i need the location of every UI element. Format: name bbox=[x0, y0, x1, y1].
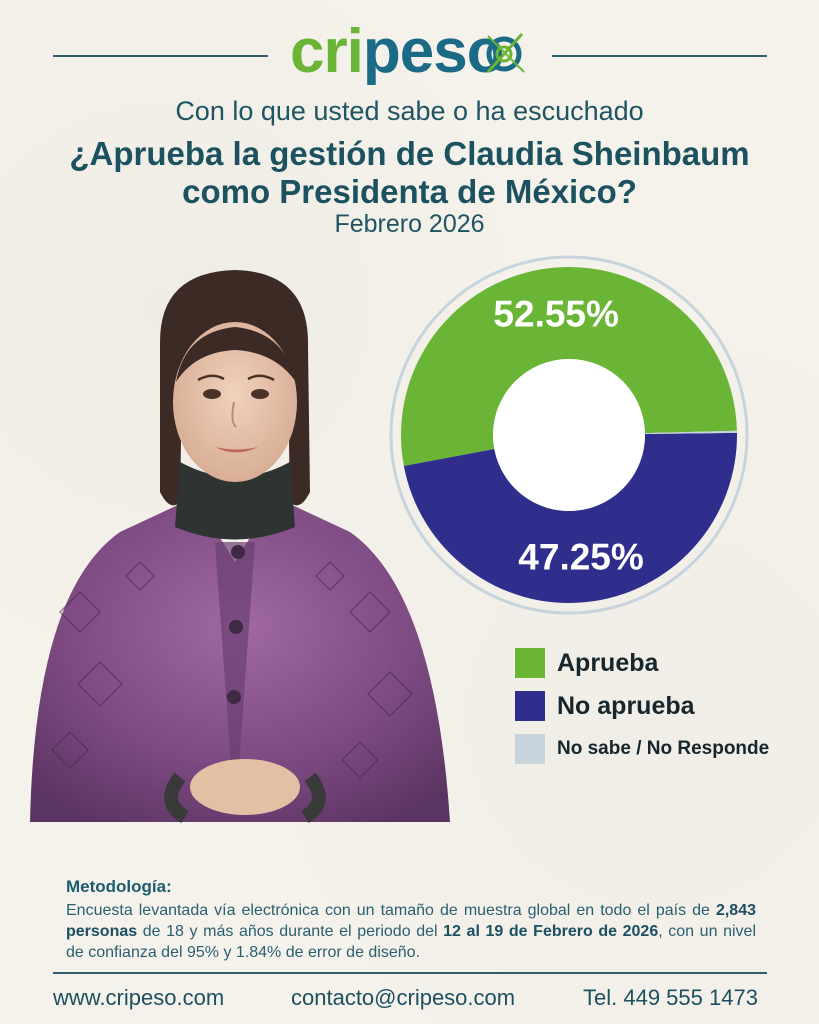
legend-label-aprueba: Aprueba bbox=[557, 648, 659, 677]
methodology-sample-size: 2,843 personas bbox=[66, 902, 756, 940]
survey-date: Febrero 2026 bbox=[334, 210, 485, 238]
cripeso-logo: cripeso bbox=[290, 16, 530, 88]
methodology-period: 12 al 19 de Febrero de 2026 bbox=[443, 923, 659, 940]
logo-wordmark: cripeso bbox=[290, 16, 505, 87]
legend-swatch-no-aprueba bbox=[515, 691, 545, 721]
methodology-text: Encuesta levantada vía electrónica con u… bbox=[66, 900, 756, 963]
donut-label-aprueba: 52.55% bbox=[493, 294, 618, 335]
legend-swatch-no-sabe bbox=[515, 734, 545, 764]
legend-item-aprueba: Aprueba bbox=[515, 648, 658, 678]
header-rule-right bbox=[552, 55, 767, 57]
survey-subtitle: Con lo que usted sabe o ha escuchado bbox=[175, 96, 644, 126]
question-line-1: ¿Aprueba la gestión de Claudia Sheinbaum bbox=[69, 135, 750, 172]
header-rule-left bbox=[53, 55, 268, 57]
question-line-2: como Presidenta de México? bbox=[182, 173, 637, 210]
footer-website-link[interactable]: www.cripeso.com bbox=[53, 985, 225, 1010]
legend-swatch-aprueba bbox=[515, 648, 545, 678]
footer-phone: Tel. 449 555 1473 bbox=[583, 985, 758, 1010]
legend-item-no-aprueba: No aprueba bbox=[515, 691, 695, 721]
footer-email-link[interactable]: contacto@cripeso.com bbox=[291, 985, 516, 1010]
legend-label-no-aprueba: No aprueba bbox=[557, 691, 695, 720]
footer-rule bbox=[53, 972, 767, 974]
methodology-text-part: Encuesta levantada vía electrónica con u… bbox=[66, 902, 716, 919]
donut-slice-no-aprueba bbox=[403, 432, 737, 603]
methodology-text-part: , con un nivel de confianza del 95% y 1.… bbox=[66, 923, 756, 961]
donut-slice-aprueba bbox=[400, 266, 737, 466]
survey-question: ¿Aprueba la gestión de Claudia Sheinbaum… bbox=[0, 135, 819, 211]
target-icon bbox=[486, 32, 525, 74]
legend-label-no-sabe: No sabe / No Responde bbox=[557, 738, 770, 759]
donut-outer-ring bbox=[389, 255, 749, 615]
portrait-illustration bbox=[30, 270, 450, 824]
logo-part-pes: pes bbox=[362, 17, 468, 86]
methodology-text-part: de 18 y más años durante el periodo del bbox=[137, 923, 444, 940]
donut-label-no-aprueba: 47.25% bbox=[518, 536, 644, 577]
legend-item-no-sabe: No sabe / No Responde bbox=[515, 734, 769, 764]
donut-slice-no-sabe-no-responde bbox=[644, 430, 737, 435]
approval-donut-chart: 52.55% 47.25% bbox=[389, 255, 749, 615]
logo-part-cri: cri bbox=[290, 17, 364, 86]
donut-hole bbox=[493, 359, 645, 511]
methodology-heading: Metodología: bbox=[66, 877, 172, 896]
